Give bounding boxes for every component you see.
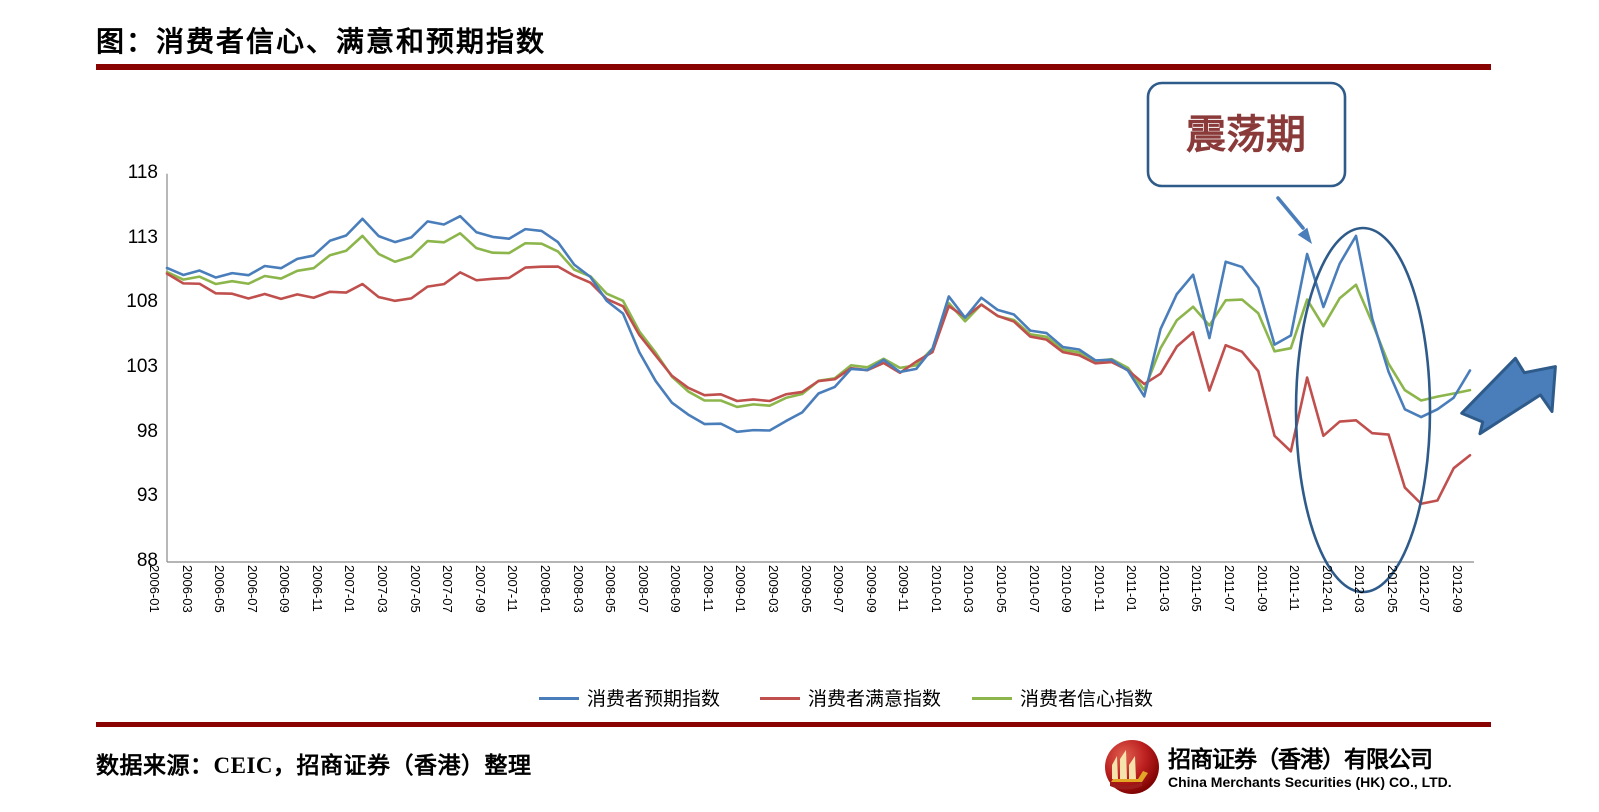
svg-text:震荡期: 震荡期 — [1186, 112, 1306, 157]
